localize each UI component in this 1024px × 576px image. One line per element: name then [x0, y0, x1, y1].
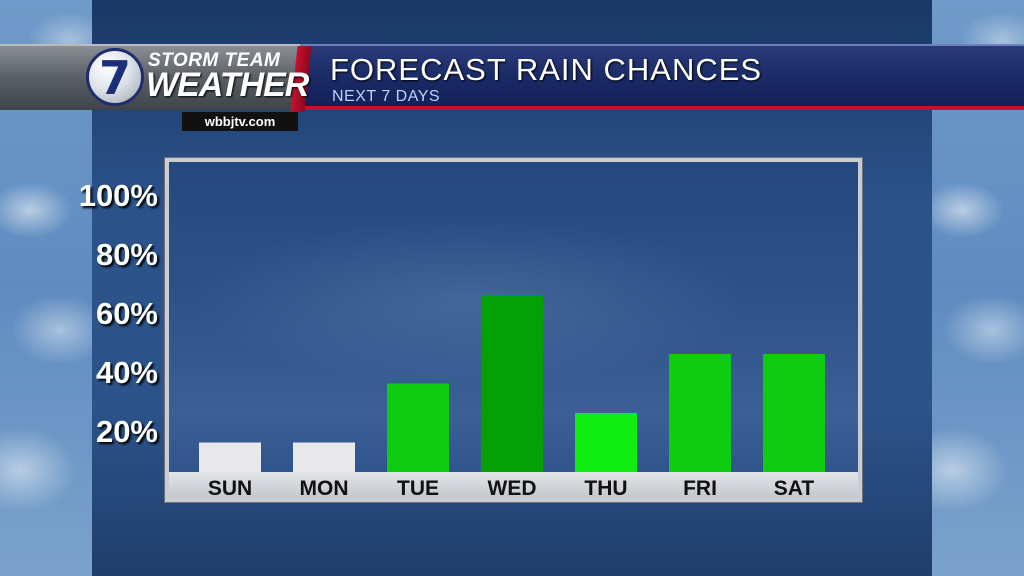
- chart-subtitle: NEXT 7 DAYS: [332, 88, 441, 105]
- bar-wed: [481, 295, 543, 472]
- site-tag: wbbjtv.com: [182, 112, 298, 131]
- x-tick-label: SAT: [773, 477, 815, 500]
- logo-panel: [0, 44, 300, 110]
- x-tick-label: SUN: [207, 477, 253, 500]
- bar-tue: [387, 383, 449, 472]
- logo-weather: WEATHER: [146, 66, 309, 104]
- y-tick-label: 100%: [78, 178, 158, 213]
- y-tick-label: 80%: [95, 237, 158, 272]
- y-tick-label: 40%: [95, 355, 158, 390]
- bar-sun: [199, 442, 261, 472]
- bar-fri: [669, 354, 731, 472]
- x-tick-label: WED: [487, 477, 537, 500]
- x-axis-band: [165, 472, 862, 502]
- x-tick-label: THU: [584, 477, 628, 500]
- y-tick-label: 20%: [95, 414, 158, 449]
- x-tick-label: TUE: [397, 477, 439, 500]
- chart-title: FORECAST RAIN CHANCES: [330, 52, 763, 87]
- bar-thu: [575, 413, 637, 472]
- y-tick-label: 60%: [95, 296, 158, 331]
- channel-7-logo: 7: [86, 48, 144, 106]
- bar-mon: [293, 442, 355, 472]
- bar-sat: [763, 354, 825, 472]
- logo-storm-team: STORM TEAM: [148, 50, 281, 71]
- x-tick-label: MON: [299, 477, 349, 500]
- x-tick-label: FRI: [683, 477, 717, 500]
